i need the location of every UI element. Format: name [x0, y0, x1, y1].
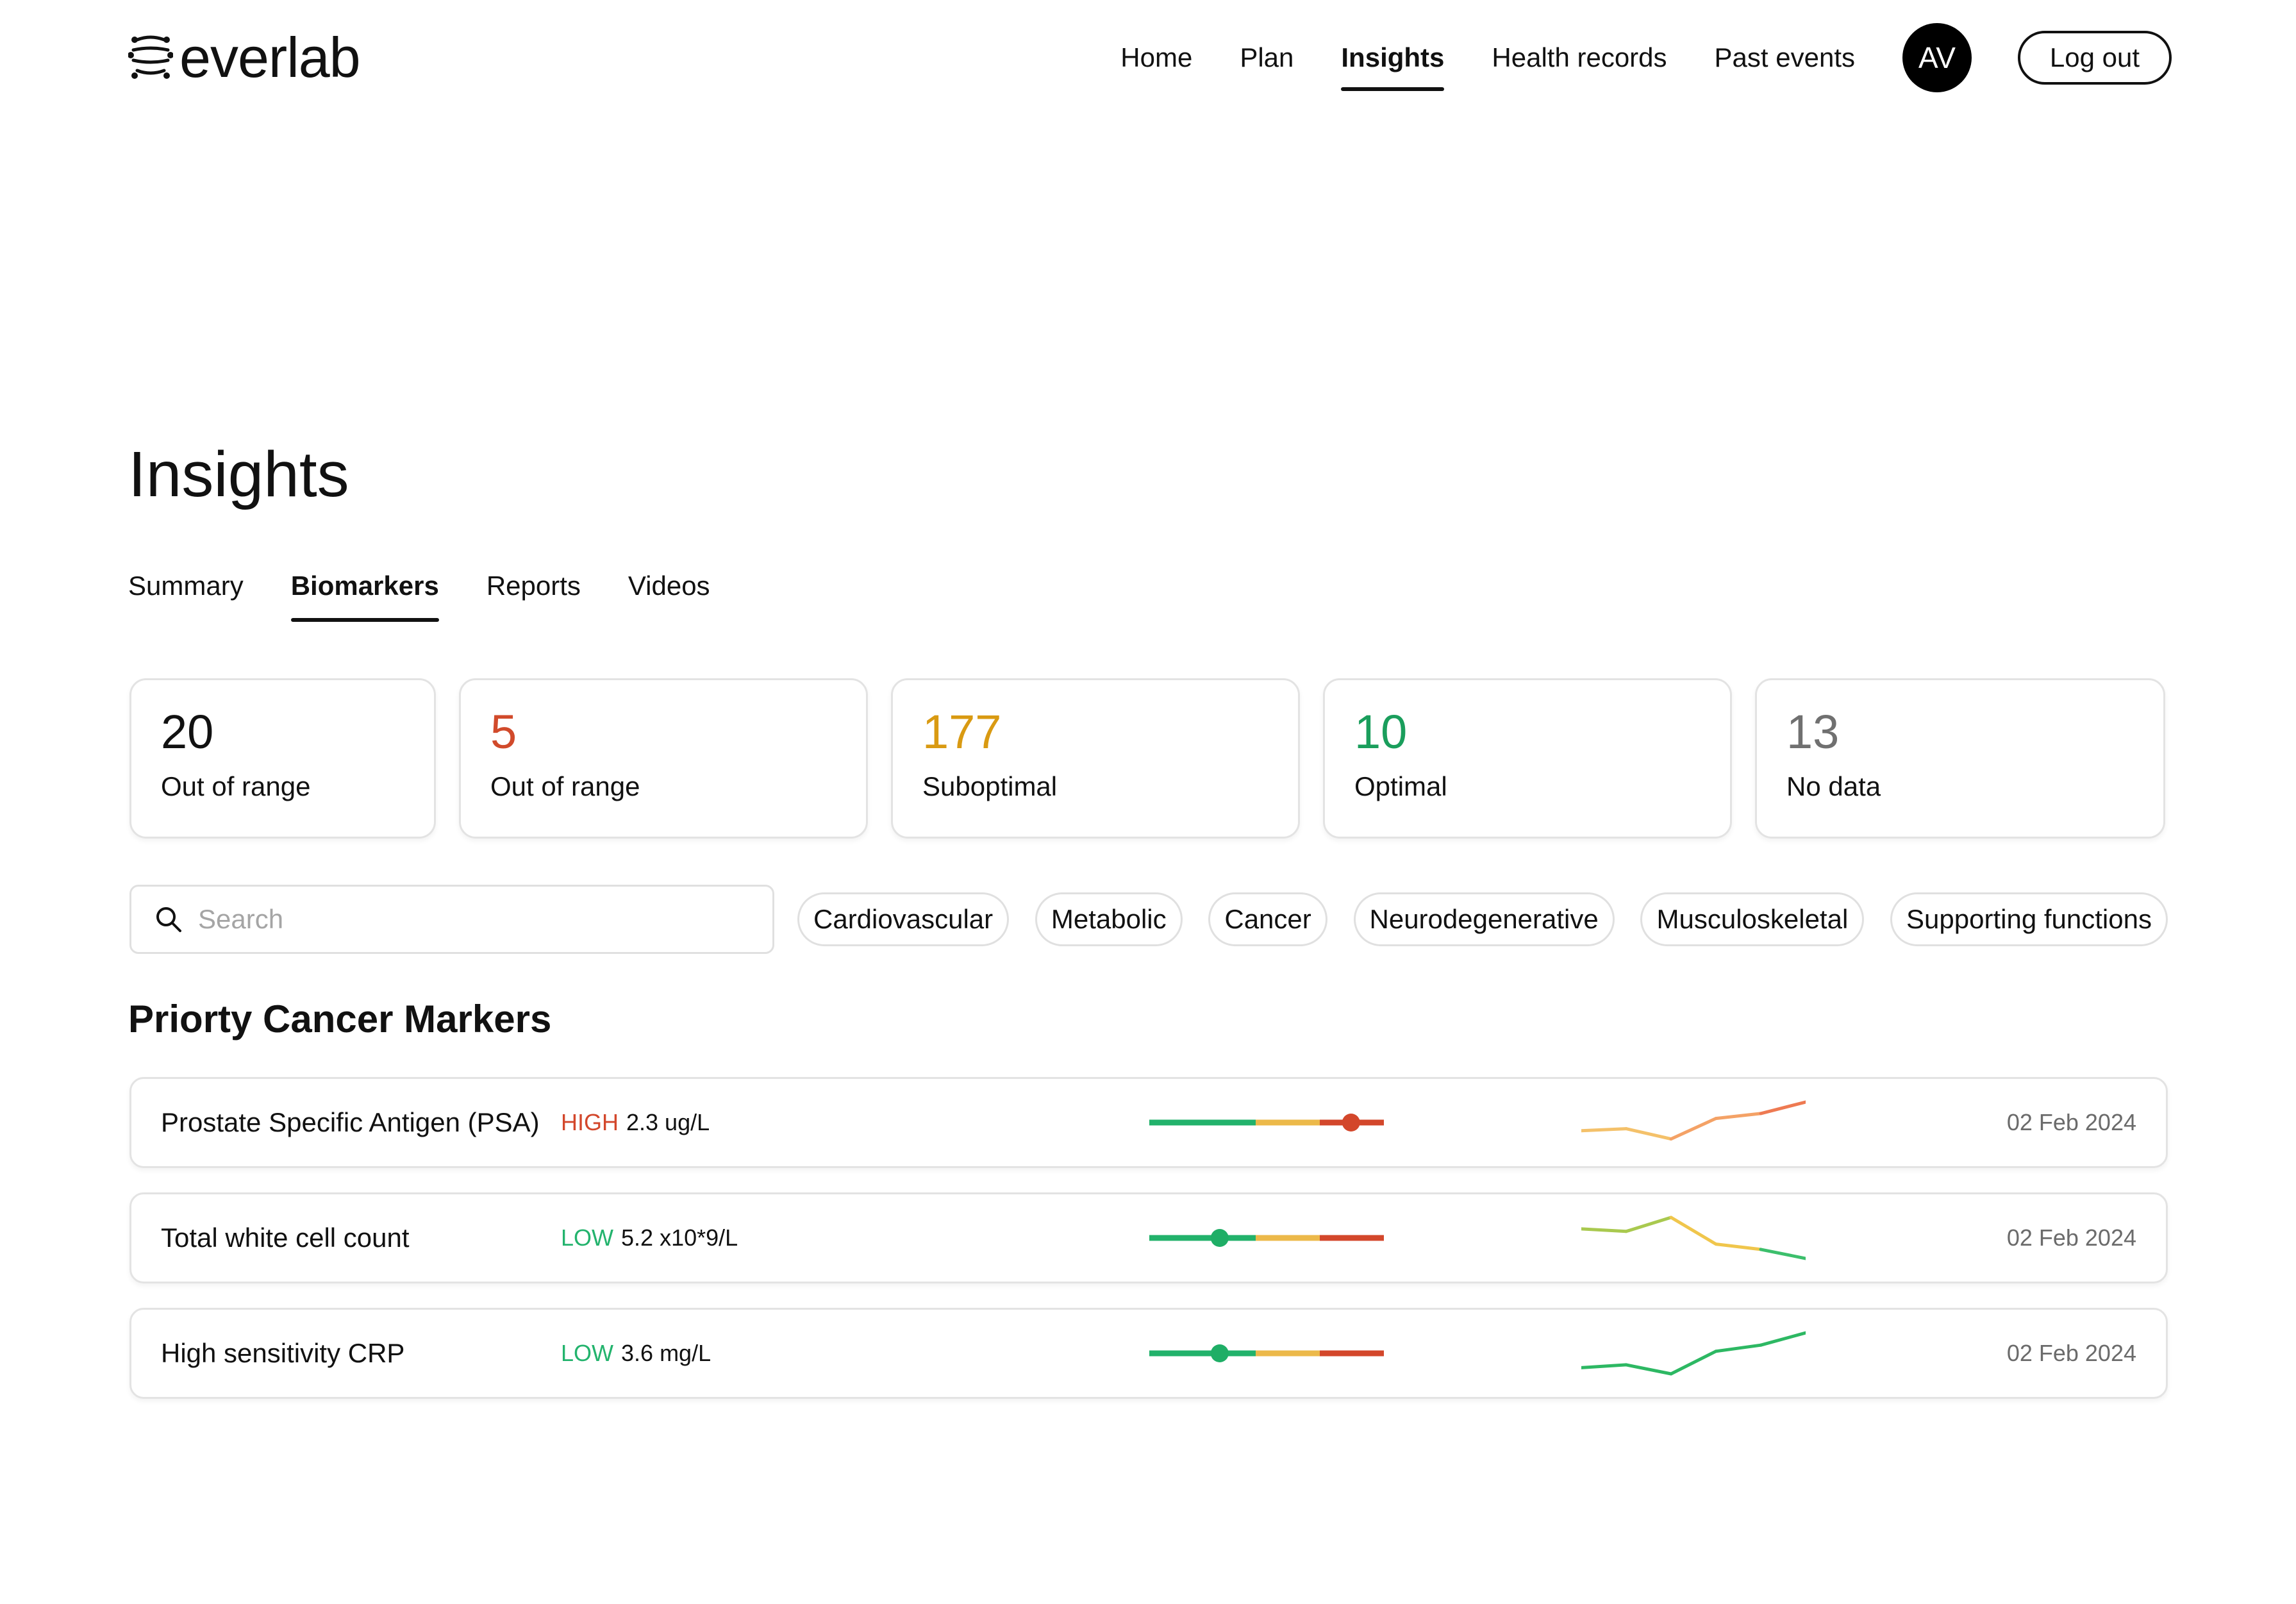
- marker-row[interactable]: Prostate Specific Antigen (PSA) HIGH 2.3…: [129, 1077, 2168, 1168]
- sparkline-segment: [1759, 1331, 1806, 1347]
- nav-insights[interactable]: Insights: [1341, 0, 1445, 115]
- chip-neurodegenerative[interactable]: Neurodegenerative: [1353, 892, 1615, 946]
- logout-button[interactable]: Log out: [2018, 31, 2172, 85]
- sparkline-segment: [1669, 1216, 1718, 1246]
- page-title: Insights: [128, 439, 349, 510]
- marker-value: LOW 3.6 mg/L: [561, 1310, 711, 1397]
- chip-cardiovascular[interactable]: Cardiovascular: [797, 892, 1010, 946]
- chip-metabolic[interactable]: Metabolic: [1035, 892, 1183, 946]
- marker-row[interactable]: Total white cell count LOW 5.2 x10*9/L 0…: [129, 1192, 2168, 1283]
- marker-name: High sensitivity CRP: [161, 1338, 405, 1368]
- filter-row: Cardiovascular Metabolic Cancer Neurodeg…: [129, 885, 2168, 954]
- stat-card-out-of-range-total[interactable]: 20 Out of range: [129, 678, 436, 839]
- range-indicator-dot: [1210, 1229, 1229, 1247]
- nav-past-events[interactable]: Past events: [1714, 42, 1855, 72]
- marker-flag: LOW: [561, 1224, 614, 1251]
- top-header: everlab Home Plan Insights Health record…: [0, 0, 2296, 122]
- chip-cancer[interactable]: Cancer: [1208, 892, 1327, 946]
- sparkline-segment: [1759, 1100, 1806, 1115]
- logo-mark-icon: [128, 35, 173, 79]
- avatar[interactable]: AV: [1902, 23, 1972, 92]
- nav-health-records[interactable]: Health records: [1492, 42, 1667, 72]
- stat-card-suboptimal[interactable]: 177 Suboptimal: [891, 678, 1300, 839]
- trend-sparkline: [1581, 1331, 1806, 1376]
- sparkline-segment: [1581, 1363, 1628, 1369]
- sparkline-segment: [1581, 1227, 1628, 1233]
- chip-musculoskeletal[interactable]: Musculoskeletal: [1640, 892, 1865, 946]
- brand-name: everlab: [179, 26, 361, 89]
- nav-home[interactable]: Home: [1120, 42, 1193, 72]
- stat-value: 10: [1354, 705, 1408, 758]
- search-input[interactable]: [198, 904, 711, 935]
- insights-tabs: Summary Biomarkers Reports Videos: [128, 571, 758, 622]
- nav-plan[interactable]: Plan: [1240, 42, 1294, 72]
- sparkline-segment: [1624, 1127, 1673, 1141]
- chip-supporting-functions[interactable]: Supporting functions: [1890, 892, 2168, 946]
- trend-sparkline: [1581, 1216, 1806, 1260]
- tab-biomarkers[interactable]: Biomarkers: [290, 571, 439, 622]
- sparkline-segment: [1669, 1349, 1718, 1376]
- stat-cards: 20 Out of range 5 Out of range 177 Subop…: [129, 678, 2168, 839]
- tab-videos[interactable]: Videos: [628, 571, 710, 601]
- marker-amount: 3.6 mg/L: [621, 1340, 711, 1366]
- marker-name: Prostate Specific Antigen (PSA): [161, 1107, 540, 1137]
- stat-card-out-of-range[interactable]: 5 Out of range: [459, 678, 868, 839]
- brand-logo[interactable]: everlab: [128, 26, 361, 90]
- marker-list: Prostate Specific Antigen (PSA) HIGH 2.3…: [129, 1077, 2168, 1423]
- main-nav: Home Plan Insights Health records Past e…: [1120, 0, 2172, 115]
- stat-label: Optimal: [1354, 771, 1447, 801]
- section-title: Priorty Cancer Markers: [128, 998, 552, 1040]
- marker-date: 02 Feb 2024: [2006, 1224, 2136, 1251]
- stat-card-no-data[interactable]: 13 No data: [1755, 678, 2165, 839]
- sparkline-segment: [1759, 1248, 1806, 1260]
- category-chips: Cardiovascular Metabolic Cancer Neurodeg…: [797, 892, 2168, 946]
- sparkline-segment: [1581, 1127, 1628, 1133]
- marker-date: 02 Feb 2024: [2006, 1340, 2136, 1366]
- stat-label: Out of range: [490, 771, 640, 801]
- marker-row[interactable]: High sensitivity CRP LOW 3.6 mg/L 02 Feb…: [129, 1308, 2168, 1399]
- range-bar: [1149, 1229, 1384, 1247]
- search-icon: [156, 907, 181, 932]
- marker-value: LOW 5.2 x10*9/L: [561, 1194, 738, 1282]
- stat-value: 20: [161, 705, 214, 758]
- stat-card-optimal[interactable]: 10 Optimal: [1323, 678, 1732, 839]
- sparkline-segment: [1714, 1242, 1763, 1251]
- sparkline-segment: [1714, 1112, 1763, 1121]
- stat-label: No data: [1786, 771, 1881, 801]
- marker-amount: 2.3 ug/L: [626, 1109, 710, 1135]
- range-bar: [1149, 1114, 1384, 1132]
- sparkline-segment: [1714, 1343, 1763, 1353]
- sparkline-segment: [1624, 1216, 1673, 1233]
- tab-summary[interactable]: Summary: [128, 571, 244, 601]
- range-indicator-dot: [1210, 1344, 1229, 1362]
- marker-date: 02 Feb 2024: [2006, 1109, 2136, 1135]
- sparkline-segment: [1669, 1117, 1718, 1141]
- range-bar: [1149, 1344, 1384, 1362]
- tab-reports[interactable]: Reports: [486, 571, 581, 601]
- marker-name: Total white cell count: [161, 1223, 410, 1253]
- trend-sparkline: [1581, 1100, 1806, 1141]
- stat-value: 5: [490, 705, 517, 758]
- stat-label: Out of range: [161, 771, 311, 801]
- stat-value: 13: [1786, 705, 1840, 758]
- stat-label: Suboptimal: [922, 771, 1058, 801]
- marker-value: HIGH 2.3 ug/L: [561, 1079, 710, 1166]
- range-indicator-dot: [1342, 1114, 1360, 1132]
- marker-flag: HIGH: [561, 1109, 619, 1135]
- search-box[interactable]: [129, 885, 774, 954]
- stat-value: 177: [922, 705, 1002, 758]
- marker-flag: LOW: [561, 1340, 614, 1366]
- marker-amount: 5.2 x10*9/L: [621, 1224, 738, 1251]
- sparkline-segment: [1624, 1363, 1673, 1376]
